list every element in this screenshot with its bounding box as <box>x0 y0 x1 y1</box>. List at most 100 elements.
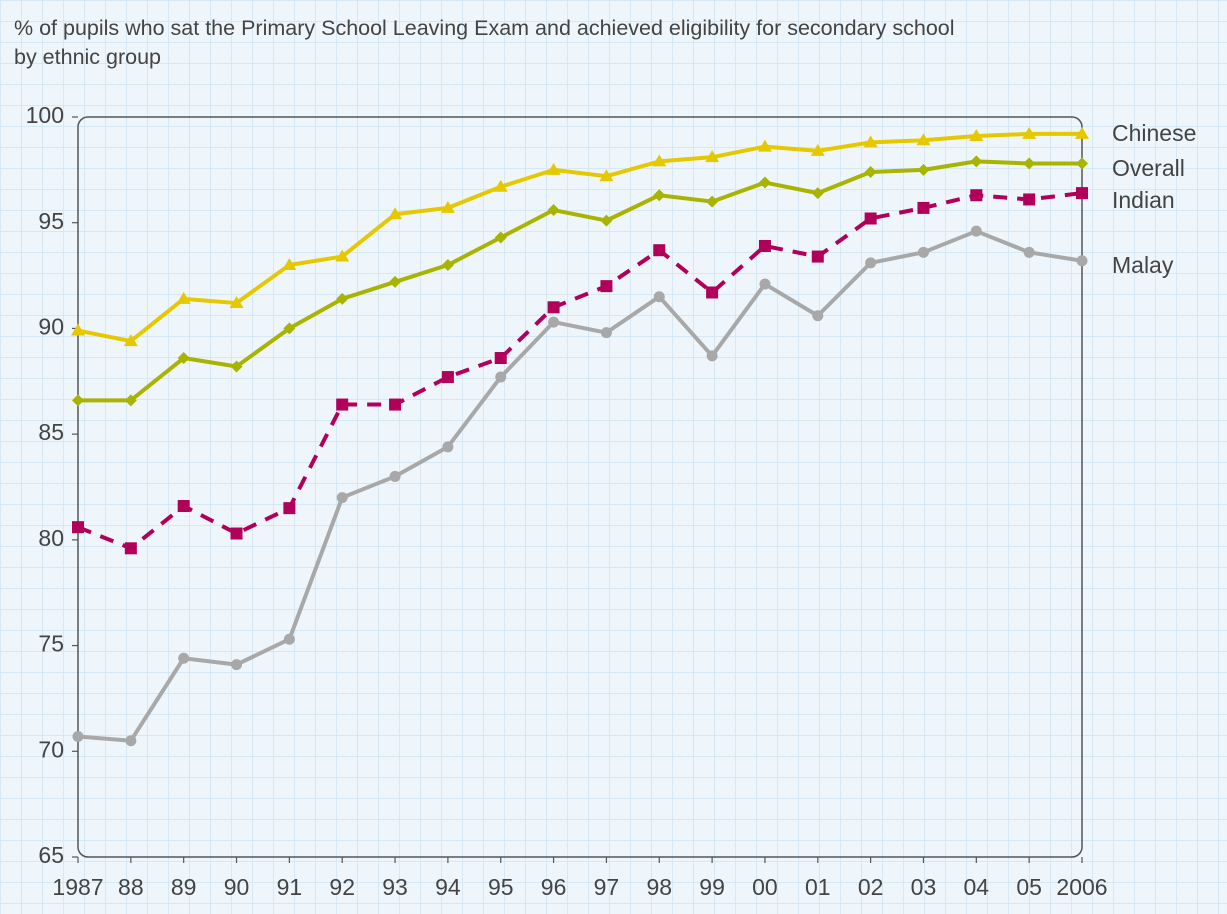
point <box>72 521 84 534</box>
point <box>864 165 877 178</box>
series-line <box>77 191 1083 551</box>
x-tick-label: 1987 <box>52 874 103 900</box>
point <box>389 275 402 288</box>
point <box>230 360 243 373</box>
point <box>812 310 824 322</box>
y-tick-label: 65 <box>38 842 64 868</box>
x-tick-label: 95 <box>488 874 514 900</box>
point <box>1075 126 1089 139</box>
point <box>176 291 191 304</box>
x-tick-label: 93 <box>382 874 408 900</box>
point <box>969 129 984 142</box>
point <box>178 652 190 664</box>
point <box>864 212 877 225</box>
point <box>652 154 667 167</box>
point <box>757 139 772 152</box>
plot-frame <box>77 116 1083 858</box>
point <box>1023 193 1036 206</box>
point <box>441 371 454 384</box>
point <box>811 250 824 263</box>
x-tick-label: 01 <box>805 874 831 900</box>
point <box>442 441 454 453</box>
point <box>600 280 613 293</box>
point <box>441 259 454 271</box>
point <box>124 394 137 407</box>
point <box>493 179 508 192</box>
point <box>336 398 349 411</box>
series-label: Malay <box>1112 252 1174 278</box>
point <box>600 327 612 339</box>
series-line <box>77 229 1083 743</box>
point <box>810 143 825 156</box>
y-tick-label: 95 <box>38 208 64 234</box>
point <box>653 244 666 257</box>
y-tick-label: 85 <box>38 419 64 445</box>
x-tick-label: 96 <box>541 874 567 900</box>
point <box>440 200 455 213</box>
series-label: Indian <box>1112 187 1175 213</box>
point <box>1023 246 1035 258</box>
point <box>230 527 243 540</box>
x-tick-label: 89 <box>171 874 197 900</box>
x-tick-label: 92 <box>329 874 355 900</box>
point <box>494 352 507 365</box>
point <box>653 189 666 202</box>
point <box>388 207 403 220</box>
chart-title: % of pupils who sat the Primary School L… <box>14 16 955 69</box>
point <box>599 169 614 182</box>
x-tick-label: 94 <box>435 874 461 900</box>
series-line <box>78 159 1082 403</box>
x-tick-label: 02 <box>858 874 884 900</box>
point <box>917 201 930 214</box>
point <box>547 301 560 314</box>
point <box>1023 157 1036 170</box>
point <box>282 258 297 270</box>
x-tick-label: 00 <box>752 874 778 900</box>
x-tick-label: 04 <box>964 874 990 900</box>
point <box>970 189 983 202</box>
point <box>1022 126 1037 139</box>
point <box>335 249 350 262</box>
point <box>1076 187 1088 200</box>
point <box>705 150 720 163</box>
x-tick-label: 2006 <box>1056 874 1107 900</box>
point <box>706 286 719 299</box>
point <box>916 133 931 146</box>
point <box>229 296 244 309</box>
point <box>1076 157 1088 170</box>
point <box>706 350 718 362</box>
y-tick-label: 100 <box>26 102 64 128</box>
point <box>495 371 507 383</box>
point <box>336 292 349 305</box>
point <box>706 195 719 208</box>
point <box>72 730 84 742</box>
point <box>494 231 507 244</box>
point <box>123 334 138 347</box>
point <box>283 322 296 335</box>
point <box>71 323 85 336</box>
point <box>600 214 613 227</box>
point <box>759 278 771 290</box>
point <box>231 659 243 671</box>
x-tick-label: 91 <box>277 874 303 900</box>
point <box>72 394 84 407</box>
point <box>758 239 771 252</box>
series-line <box>77 131 1082 344</box>
series-label: Overall <box>1112 155 1185 181</box>
point <box>548 316 560 328</box>
point <box>389 398 402 411</box>
y-tick-label: 80 <box>38 525 64 551</box>
point <box>283 502 296 515</box>
point <box>283 633 295 645</box>
point <box>863 135 878 148</box>
point <box>336 492 348 504</box>
y-tick-label: 70 <box>38 736 64 762</box>
x-tick-label: 98 <box>646 874 672 900</box>
point <box>865 257 877 269</box>
point <box>758 176 771 189</box>
point <box>547 204 560 217</box>
point <box>1076 255 1088 267</box>
point <box>917 246 929 258</box>
point <box>917 163 930 176</box>
